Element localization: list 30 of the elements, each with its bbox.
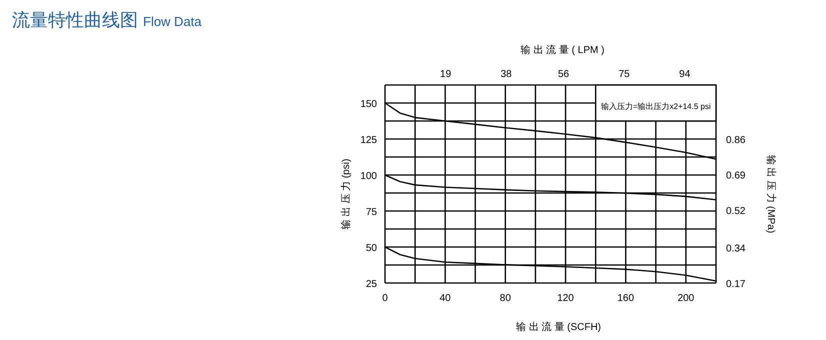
x2-axis-title: 输 出 流 量 ( LPM ) (520, 44, 604, 56)
x-tick-label: 200 (678, 293, 695, 304)
y2-tick-label: 0.52 (726, 206, 746, 218)
x2-tick-label: 75 (618, 69, 630, 80)
annotation: 输入压力=输出压力x2+14.5 psi (600, 102, 711, 111)
text: 流量特性曲线图 (12, 10, 138, 30)
x-tick-label: 80 (500, 293, 512, 304)
y2-axis-title: 输 出 压 力 (MPa) (765, 154, 777, 234)
x-tick-label: 120 (557, 293, 574, 304)
y-axis-title: 输 出 压 力 (psi) (340, 158, 352, 230)
x-tick-label: 40 (440, 293, 452, 304)
y-tick-label: 100 (360, 171, 378, 182)
y-tick-label: 25 (366, 279, 378, 290)
y-tick-label: 50 (366, 243, 378, 254)
x2-tick-label: 38 (500, 69, 512, 80)
y2-tick-label: 0.69 (726, 170, 746, 182)
x-tick-label: 160 (617, 293, 635, 304)
y-tick-label: 150 (360, 99, 378, 110)
x2-tick-label: 56 (558, 69, 570, 80)
y2-tick-label: 0.34 (726, 244, 746, 255)
x2-tick-label: 19 (440, 69, 452, 80)
x-tick-label: 0 (382, 293, 388, 304)
annotation-box: 输入压力=输出压力x2+14.5 psi (594, 84, 717, 122)
x2-tick-label: 94 (679, 69, 691, 80)
y-tick-label: 75 (366, 207, 378, 218)
x-axis-title: 输 出 流 量 (SCFH) (516, 321, 601, 333)
y2-tick-label: 0.86 (726, 135, 746, 146)
y-tick-label: 125 (360, 135, 378, 146)
text: Flow Data (143, 14, 202, 29)
y2-tick-label: 0.17 (726, 279, 746, 290)
